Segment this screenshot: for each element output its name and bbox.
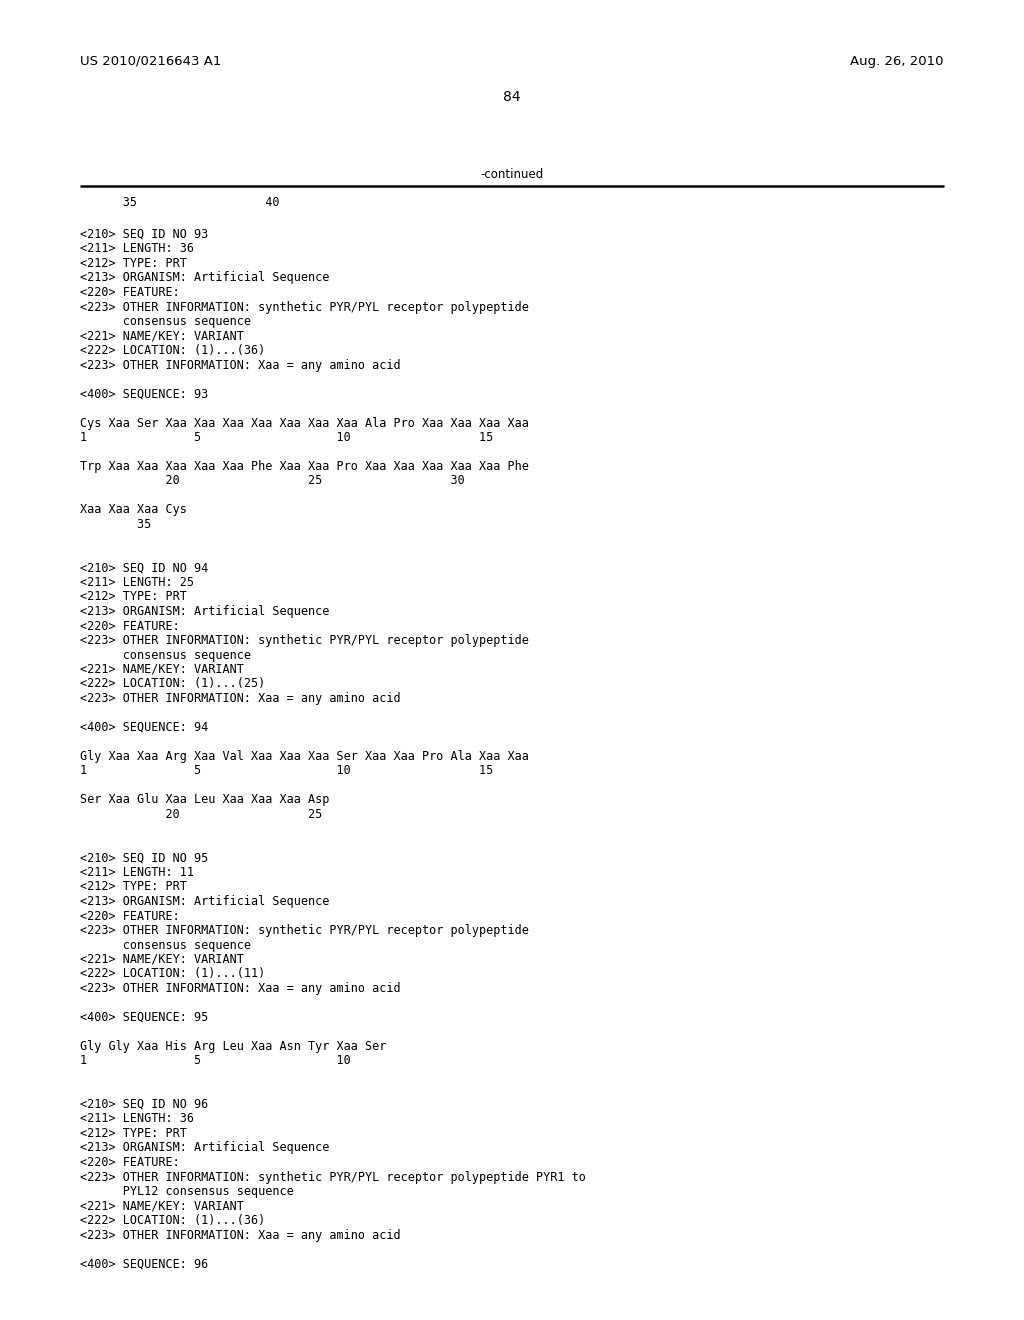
Text: <400> SEQUENCE: 93: <400> SEQUENCE: 93: [80, 388, 208, 400]
Text: <222> LOCATION: (1)...(11): <222> LOCATION: (1)...(11): [80, 968, 265, 981]
Text: <222> LOCATION: (1)...(36): <222> LOCATION: (1)...(36): [80, 1214, 265, 1228]
Text: <223> OTHER INFORMATION: synthetic PYR/PYL receptor polypeptide: <223> OTHER INFORMATION: synthetic PYR/P…: [80, 634, 528, 647]
Text: 35: 35: [80, 517, 152, 531]
Text: consensus sequence: consensus sequence: [80, 939, 251, 952]
Text: Gly Xaa Xaa Arg Xaa Val Xaa Xaa Xaa Ser Xaa Xaa Pro Ala Xaa Xaa: Gly Xaa Xaa Arg Xaa Val Xaa Xaa Xaa Ser …: [80, 750, 528, 763]
Text: <223> OTHER INFORMATION: synthetic PYR/PYL receptor polypeptide: <223> OTHER INFORMATION: synthetic PYR/P…: [80, 924, 528, 937]
Text: <213> ORGANISM: Artificial Sequence: <213> ORGANISM: Artificial Sequence: [80, 1142, 330, 1155]
Text: <211> LENGTH: 25: <211> LENGTH: 25: [80, 576, 194, 589]
Text: <212> TYPE: PRT: <212> TYPE: PRT: [80, 590, 186, 603]
Text: <210> SEQ ID NO 96: <210> SEQ ID NO 96: [80, 1098, 208, 1111]
Text: 20                  25: 20 25: [80, 808, 323, 821]
Text: <212> TYPE: PRT: <212> TYPE: PRT: [80, 257, 186, 271]
Text: 1               5                   10: 1 5 10: [80, 1055, 351, 1068]
Text: <211> LENGTH: 36: <211> LENGTH: 36: [80, 243, 194, 256]
Text: consensus sequence: consensus sequence: [80, 648, 251, 661]
Text: <223> OTHER INFORMATION: Xaa = any amino acid: <223> OTHER INFORMATION: Xaa = any amino…: [80, 692, 400, 705]
Text: <223> OTHER INFORMATION: Xaa = any amino acid: <223> OTHER INFORMATION: Xaa = any amino…: [80, 982, 400, 995]
Text: 20                  25                  30: 20 25 30: [80, 474, 465, 487]
Text: <221> NAME/KEY: VARIANT: <221> NAME/KEY: VARIANT: [80, 1200, 244, 1213]
Text: Ser Xaa Glu Xaa Leu Xaa Xaa Xaa Asp: Ser Xaa Glu Xaa Leu Xaa Xaa Xaa Asp: [80, 793, 330, 807]
Text: <213> ORGANISM: Artificial Sequence: <213> ORGANISM: Artificial Sequence: [80, 895, 330, 908]
Text: -continued: -continued: [480, 168, 544, 181]
Text: <211> LENGTH: 11: <211> LENGTH: 11: [80, 866, 194, 879]
Text: 35                  40: 35 40: [80, 195, 280, 209]
Text: <220> FEATURE:: <220> FEATURE:: [80, 286, 180, 300]
Text: <210> SEQ ID NO 94: <210> SEQ ID NO 94: [80, 561, 208, 574]
Text: <210> SEQ ID NO 95: <210> SEQ ID NO 95: [80, 851, 208, 865]
Text: <400> SEQUENCE: 96: <400> SEQUENCE: 96: [80, 1258, 208, 1270]
Text: Cys Xaa Ser Xaa Xaa Xaa Xaa Xaa Xaa Xaa Ala Pro Xaa Xaa Xaa Xaa: Cys Xaa Ser Xaa Xaa Xaa Xaa Xaa Xaa Xaa …: [80, 417, 528, 429]
Text: <223> OTHER INFORMATION: Xaa = any amino acid: <223> OTHER INFORMATION: Xaa = any amino…: [80, 1229, 400, 1242]
Text: <400> SEQUENCE: 95: <400> SEQUENCE: 95: [80, 1011, 208, 1024]
Text: 1               5                   10                  15: 1 5 10 15: [80, 432, 494, 444]
Text: 1               5                   10                  15: 1 5 10 15: [80, 764, 494, 777]
Text: <220> FEATURE:: <220> FEATURE:: [80, 909, 180, 923]
Text: <221> NAME/KEY: VARIANT: <221> NAME/KEY: VARIANT: [80, 330, 244, 342]
Text: <223> OTHER INFORMATION: synthetic PYR/PYL receptor polypeptide PYR1 to: <223> OTHER INFORMATION: synthetic PYR/P…: [80, 1171, 586, 1184]
Text: consensus sequence: consensus sequence: [80, 315, 251, 327]
Text: Aug. 26, 2010: Aug. 26, 2010: [851, 55, 944, 69]
Text: <213> ORGANISM: Artificial Sequence: <213> ORGANISM: Artificial Sequence: [80, 605, 330, 618]
Text: <223> OTHER INFORMATION: Xaa = any amino acid: <223> OTHER INFORMATION: Xaa = any amino…: [80, 359, 400, 371]
Text: 84: 84: [503, 90, 521, 104]
Text: US 2010/0216643 A1: US 2010/0216643 A1: [80, 55, 221, 69]
Text: <220> FEATURE:: <220> FEATURE:: [80, 619, 180, 632]
Text: <222> LOCATION: (1)...(25): <222> LOCATION: (1)...(25): [80, 677, 265, 690]
Text: <212> TYPE: PRT: <212> TYPE: PRT: [80, 1127, 186, 1140]
Text: <213> ORGANISM: Artificial Sequence: <213> ORGANISM: Artificial Sequence: [80, 272, 330, 285]
Text: <210> SEQ ID NO 93: <210> SEQ ID NO 93: [80, 228, 208, 242]
Text: Xaa Xaa Xaa Cys: Xaa Xaa Xaa Cys: [80, 503, 186, 516]
Text: <220> FEATURE:: <220> FEATURE:: [80, 1156, 180, 1170]
Text: <221> NAME/KEY: VARIANT: <221> NAME/KEY: VARIANT: [80, 663, 244, 676]
Text: <211> LENGTH: 36: <211> LENGTH: 36: [80, 1113, 194, 1126]
Text: <400> SEQUENCE: 94: <400> SEQUENCE: 94: [80, 721, 208, 734]
Text: <212> TYPE: PRT: <212> TYPE: PRT: [80, 880, 186, 894]
Text: Gly Gly Xaa His Arg Leu Xaa Asn Tyr Xaa Ser: Gly Gly Xaa His Arg Leu Xaa Asn Tyr Xaa …: [80, 1040, 386, 1053]
Text: Trp Xaa Xaa Xaa Xaa Xaa Phe Xaa Xaa Pro Xaa Xaa Xaa Xaa Xaa Phe: Trp Xaa Xaa Xaa Xaa Xaa Phe Xaa Xaa Pro …: [80, 459, 528, 473]
Text: <221> NAME/KEY: VARIANT: <221> NAME/KEY: VARIANT: [80, 953, 244, 966]
Text: <223> OTHER INFORMATION: synthetic PYR/PYL receptor polypeptide: <223> OTHER INFORMATION: synthetic PYR/P…: [80, 301, 528, 314]
Text: <222> LOCATION: (1)...(36): <222> LOCATION: (1)...(36): [80, 345, 265, 356]
Text: PYL12 consensus sequence: PYL12 consensus sequence: [80, 1185, 294, 1199]
